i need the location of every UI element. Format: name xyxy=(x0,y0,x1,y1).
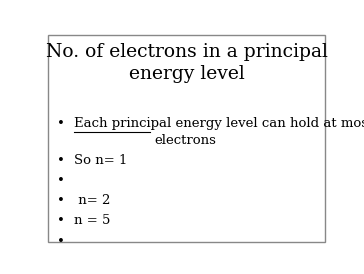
Text: n= 2: n= 2 xyxy=(74,195,110,207)
Text: So n= 1: So n= 1 xyxy=(74,154,127,167)
Text: •: • xyxy=(57,195,65,207)
Text: electrons: electrons xyxy=(154,134,216,147)
Text: Each principal energy level can hold at most: Each principal energy level can hold at … xyxy=(74,117,364,130)
Text: n = 5: n = 5 xyxy=(74,215,110,227)
Text: No. of electrons in a principal
energy level: No. of electrons in a principal energy l… xyxy=(46,44,328,83)
Text: •: • xyxy=(57,215,65,227)
Text: •: • xyxy=(57,154,65,167)
Text: •: • xyxy=(57,117,65,130)
Text: •: • xyxy=(57,235,65,247)
Text: •: • xyxy=(57,174,65,187)
